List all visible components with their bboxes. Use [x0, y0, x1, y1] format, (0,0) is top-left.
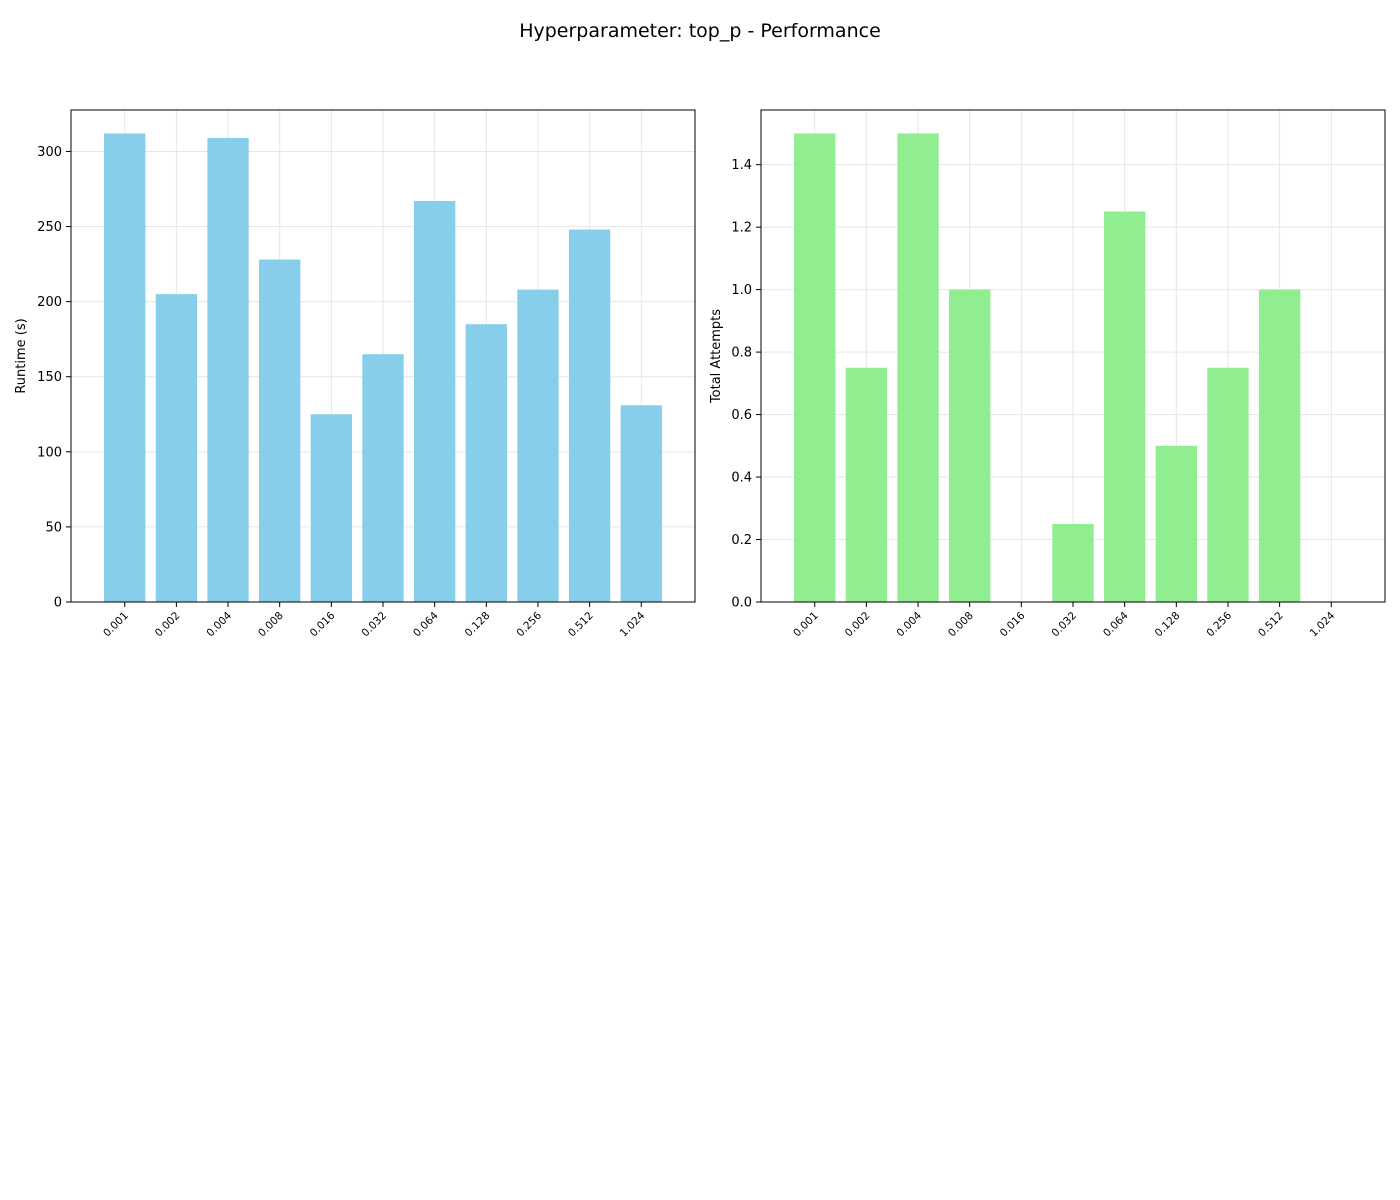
- runtime-ytick-label: 200: [37, 295, 62, 310]
- runtime-xtick-label: 0.008: [256, 610, 286, 640]
- runtime-bar: [620, 405, 662, 602]
- attempts-xtick-label: 0.008: [946, 610, 976, 640]
- runtime-bar: [155, 294, 198, 602]
- runtime-ytick-label: 300: [37, 145, 62, 160]
- runtime-xtick-label: 1.024: [618, 609, 648, 639]
- runtime-ytick-label: 0: [54, 596, 62, 611]
- attempts-bar: [1052, 523, 1094, 602]
- runtime-xtick-label: 0.256: [514, 609, 544, 639]
- runtime-ytick-label: 250: [37, 220, 62, 235]
- runtime-xtick-label: 0.512: [566, 610, 596, 640]
- attempts-xtick-label: 0.032: [1049, 610, 1079, 640]
- attempts-ytick-label: 1.4: [731, 158, 752, 173]
- attempts-bar: [897, 133, 939, 602]
- attempts-ytick-label: 0.4: [731, 471, 752, 486]
- runtime-bar: [310, 414, 353, 602]
- runtime-bar: [104, 133, 146, 602]
- attempts-xtick-label: 0.001: [791, 610, 821, 640]
- attempts-xtick-label: 0.128: [1153, 610, 1183, 640]
- attempts-ytick-label: 1.2: [731, 221, 752, 236]
- runtime-bar: [362, 354, 404, 602]
- runtime-bar: [517, 289, 559, 602]
- attempts-bar: [1103, 211, 1146, 602]
- runtime-bar: [259, 259, 301, 602]
- attempts-ytick-label: 0.6: [731, 408, 752, 423]
- runtime-bar: [207, 137, 249, 602]
- attempts-xtick-label: 0.004: [894, 609, 924, 639]
- runtime-ytick-label: 50: [45, 520, 62, 535]
- attempts-bar: [949, 289, 991, 602]
- total-attempts-chart: 0.0 0.2 0.4 0.6 0.8 1.0 1.2 1.4 0.001 0.002 0.004 0…: [709, 109, 1386, 640]
- runtime-chart: 0 50 100 150 200 250 300 0.001 0.002 0.004 0.008 0.…: [14, 109, 696, 640]
- attempts-ytick-label: 0.0: [731, 596, 752, 611]
- runtime-ytick-label: 150: [37, 370, 62, 385]
- attempts-bar: [1155, 445, 1197, 602]
- runtime-xtick-label: 0.004: [204, 609, 234, 639]
- runtime-bar: [568, 229, 611, 603]
- attempts-ylabel: Total Attempts: [709, 309, 724, 404]
- attempts-bar: [845, 367, 888, 602]
- runtime-xtick-label: 0.002: [153, 610, 183, 640]
- attempts-bar: [1207, 367, 1249, 602]
- runtime-xtick-label: 0.001: [101, 610, 131, 640]
- attempts-bar: [1258, 289, 1301, 602]
- runtime-ylabel: Runtime (s): [14, 318, 29, 393]
- figure-title: Hyperparameter: top_p - Performance: [519, 20, 881, 42]
- attempts-xtick-label: 0.064: [1101, 609, 1131, 639]
- attempts-xtick-label: 0.256: [1204, 609, 1234, 639]
- runtime-bar: [465, 324, 507, 602]
- attempts-xtick-label: 0.512: [1256, 610, 1286, 640]
- attempts-ytick-label: 1.0: [731, 283, 752, 298]
- attempts-bar: [794, 133, 836, 602]
- attempts-xtick-label: 0.002: [843, 610, 873, 640]
- runtime-ytick-label: 100: [37, 445, 62, 460]
- runtime-xtick-label: 0.016: [308, 609, 338, 639]
- runtime-xtick-label: 0.064: [411, 609, 441, 639]
- runtime-xtick-label: 0.128: [463, 610, 493, 640]
- attempts-xtick-label: 0.016: [998, 609, 1028, 639]
- attempts-ytick-label: 0.8: [731, 346, 752, 361]
- runtime-xtick-label: 0.032: [359, 610, 389, 640]
- attempts-ytick-label: 0.2: [731, 533, 752, 548]
- attempts-xtick-label: 1.024: [1308, 609, 1338, 639]
- runtime-bar: [413, 201, 456, 602]
